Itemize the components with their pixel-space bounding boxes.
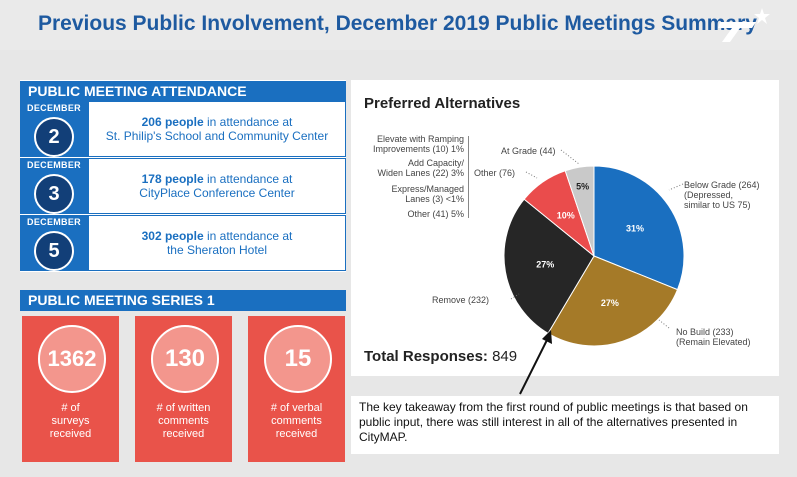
slice-label-remove: Remove (232) bbox=[432, 295, 490, 305]
meeting-date-block: DECEMBER 2 bbox=[20, 101, 88, 157]
meeting-venue: CityPlace Conference Center bbox=[139, 186, 295, 200]
stat-label: # of verbal comments received bbox=[248, 402, 345, 441]
stat-card: 130 # of written comments received bbox=[135, 316, 232, 462]
total-responses: Total Responses: 849 bbox=[364, 348, 517, 365]
total-value: 849 bbox=[492, 348, 518, 365]
breakdown-line: Elevate with Ramping bbox=[376, 134, 464, 144]
meeting-text: in attendance at bbox=[203, 115, 293, 129]
meeting-date-block: DECEMBER 5 bbox=[20, 215, 88, 271]
meeting-day: 2 bbox=[34, 117, 74, 157]
stat-label: # of surveys received bbox=[22, 402, 119, 441]
meeting-count: 302 people bbox=[141, 229, 204, 243]
meeting-text: in attendance at bbox=[203, 229, 293, 243]
breakdown-line: Improvements (10) 1% bbox=[372, 144, 464, 154]
slice-label-line: (Remain Elevated) bbox=[676, 337, 751, 347]
slice-label-no-build: No Build (233) (Remain Elevated) bbox=[676, 327, 751, 347]
meeting-month: DECEMBER bbox=[27, 160, 81, 170]
slice-label-line: (Depressed, bbox=[684, 190, 734, 200]
meeting-text: in attendance at bbox=[203, 172, 293, 186]
meeting-venue: St. Philip's School and Community Center bbox=[105, 129, 329, 143]
breakdown-line: Add Capacity/ bbox=[407, 158, 464, 168]
stat-label-line: received bbox=[275, 428, 318, 440]
takeaway-note: The key takeaway from the first round of… bbox=[351, 396, 779, 454]
meeting-month: DECEMBER bbox=[27, 217, 81, 227]
breakdown-line: Lanes (3) <1% bbox=[405, 194, 464, 204]
meeting-details: 206 people in attendance at St. Philip's… bbox=[88, 101, 346, 157]
slice-label-line: similar to US 75) bbox=[684, 200, 751, 210]
pie-percent-label: 5% bbox=[576, 182, 589, 192]
pie-chart: 31% 27% 27% 10% 5% bbox=[503, 149, 685, 347]
chart-title: Preferred Alternatives bbox=[364, 95, 521, 112]
stat-label-line: comments bbox=[158, 415, 209, 427]
leader-line bbox=[560, 149, 580, 165]
meeting-venue: the Sheraton Hotel bbox=[166, 243, 268, 257]
pie-slice bbox=[593, 165, 685, 291]
stat-card: 15 # of verbal comments received bbox=[248, 316, 345, 462]
stat-label-line: # of verbal bbox=[270, 402, 323, 414]
meeting-date-block: DECEMBER 3 bbox=[20, 158, 88, 214]
other-breakdown-item: Elevate with Ramping Improvements (10) 1… bbox=[364, 134, 464, 154]
stat-label-line: received bbox=[162, 428, 205, 440]
meeting-count: 178 people bbox=[141, 172, 204, 186]
total-label: Total Responses: bbox=[364, 348, 488, 365]
pie-slice bbox=[564, 165, 595, 257]
breakdown-bracket bbox=[468, 136, 469, 218]
slice-label-other: Other (76) bbox=[474, 168, 516, 178]
meeting-count: 206 people bbox=[141, 115, 204, 129]
other-breakdown-item: Other (41) 5% bbox=[364, 209, 464, 219]
pie-percent-label: 10% bbox=[557, 210, 575, 220]
slice-label-line: Below Grade (264) bbox=[684, 180, 760, 190]
stat-label-line: # of bbox=[61, 402, 80, 414]
pie-percent-label: 27% bbox=[536, 260, 554, 270]
meeting-row: DECEMBER 2 206 people in attendance at S… bbox=[20, 101, 346, 157]
breakdown-line: Express/Managed bbox=[391, 184, 464, 194]
breakdown-line: Widen Lanes (22) 3% bbox=[377, 168, 464, 178]
other-breakdown-item: Add Capacity/ Widen Lanes (22) 3% bbox=[364, 158, 464, 178]
meeting-month: DECEMBER bbox=[27, 103, 81, 113]
pie-slice bbox=[503, 198, 595, 335]
breakdown-line: Other (41) 5% bbox=[407, 209, 464, 219]
txdot-logo-icon bbox=[718, 8, 770, 42]
slice-label-line: No Build (233) bbox=[676, 327, 734, 337]
series-heading: PUBLIC MEETING SERIES 1 bbox=[20, 290, 346, 311]
slice-label-below-grade: Below Grade (264) (Depressed, similar to… bbox=[684, 180, 760, 210]
stat-label-line: received bbox=[49, 428, 92, 440]
stat-label: # of written comments received bbox=[135, 402, 232, 441]
leader-line bbox=[668, 183, 684, 191]
stat-card: 1362 # of surveys received bbox=[22, 316, 119, 462]
stat-label-line: comments bbox=[271, 415, 322, 427]
arrow-icon bbox=[519, 330, 552, 395]
meeting-row: DECEMBER 3 178 people in attendance at C… bbox=[20, 158, 346, 214]
other-breakdown-item: Express/Managed Lanes (3) <1% bbox=[364, 184, 464, 204]
meeting-details: 178 people in attendance at CityPlace Co… bbox=[88, 158, 346, 214]
meeting-details: 302 people in attendance at the Sheraton… bbox=[88, 215, 346, 271]
leader-line bbox=[658, 319, 670, 329]
page-title: Previous Public Involvement, December 20… bbox=[38, 12, 757, 35]
stat-label-line: surveys bbox=[51, 415, 90, 427]
leader-line bbox=[525, 171, 538, 179]
pie-slice bbox=[547, 255, 679, 347]
slice-label-at-grade: At Grade (44) bbox=[501, 146, 556, 156]
pie-percent-label: 27% bbox=[601, 298, 619, 308]
meeting-day: 3 bbox=[34, 174, 74, 214]
meeting-row: DECEMBER 5 302 people in attendance at t… bbox=[20, 215, 346, 271]
stat-value: 15 bbox=[264, 325, 332, 393]
pie-percent-label: 31% bbox=[626, 223, 644, 233]
stat-value: 1362 bbox=[38, 325, 106, 393]
stat-value: 130 bbox=[151, 325, 219, 393]
attendance-heading: PUBLIC MEETING ATTENDANCE bbox=[20, 81, 346, 101]
page-header: Previous Public Involvement, December 20… bbox=[0, 0, 797, 50]
stat-label-line: # of written bbox=[156, 402, 211, 414]
meeting-day: 5 bbox=[34, 231, 74, 271]
